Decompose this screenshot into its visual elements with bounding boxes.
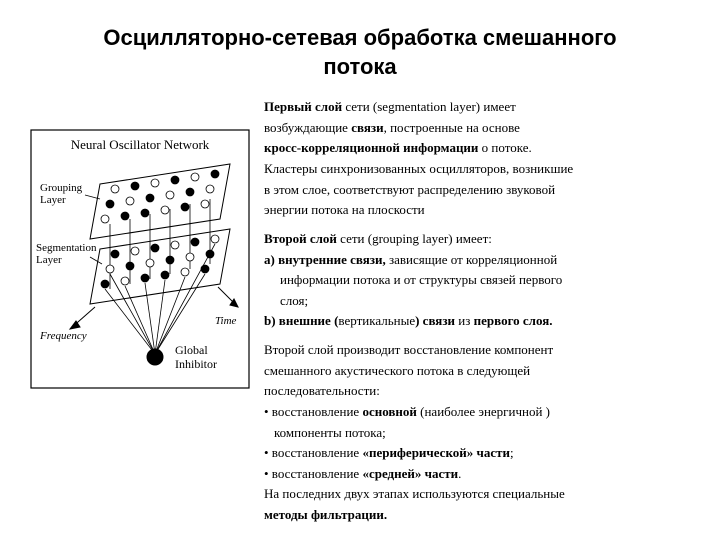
t: первого слоя. (474, 313, 553, 328)
para-20: методы фильтрации. (264, 507, 690, 524)
t: основной (362, 404, 416, 419)
figure-label-segmentation-1: Segmentation (36, 242, 97, 254)
figure-label-frequency: Frequency (39, 330, 87, 342)
t: • восстановление (264, 466, 362, 481)
para-3: кросс-корреляционной информации о потоке… (264, 140, 690, 157)
content-row: Neural Oscillator Network (30, 99, 690, 528)
t: , построенные на основе (384, 120, 520, 135)
para-7: Второй слой сети (grouping layer) имеет: (264, 231, 690, 248)
para-2: возбуждающие связи, построенные на основ… (264, 120, 690, 137)
t: методы фильтрации. (264, 507, 387, 522)
para-8: a) внутренние связи, зависящие от коррел… (264, 252, 690, 269)
para-9: информации потока и от структуры связей … (264, 272, 690, 289)
figure-label-grouping-1: Grouping (40, 182, 83, 194)
t: кросс-корреляционной информации (264, 140, 478, 155)
t: о потоке. (478, 140, 531, 155)
figure-label-grouping-2: Layer (40, 194, 66, 206)
t: a) внутренние связи, (264, 252, 386, 267)
t: ) связи (415, 313, 455, 328)
t: Первый слой (264, 99, 342, 114)
t: «средней» части (362, 466, 458, 481)
title-line-2: потока (323, 54, 396, 79)
t: сети (grouping layer) имеет: (337, 231, 492, 246)
para-12: Второй слой производит восстановление ко… (264, 342, 690, 359)
para-11: b) внешние (вертикальные) связи из перво… (264, 313, 690, 330)
t: связи (351, 120, 383, 135)
t: «периферической» части (362, 445, 510, 460)
para-16: компоненты потока; (264, 425, 690, 442)
figure-label-network: Neural Oscillator Network (71, 137, 210, 152)
para-18: • восстановление «средней» части. (264, 466, 690, 483)
text-column: Первый слой сети (segmentation layer) им… (264, 99, 690, 528)
para-19: На последних двух этапах используются сп… (264, 486, 690, 503)
para-14: последовательности: (264, 383, 690, 400)
t: (наиболее энергичной ) (417, 404, 550, 419)
para-17: • восстановление «периферической» части; (264, 445, 690, 462)
para-15: • восстановление основной (наиболее энер… (264, 404, 690, 421)
para-13: смешанного акустического потока в следую… (264, 363, 690, 380)
t: ; (510, 445, 514, 460)
t: вертикальные (338, 313, 415, 328)
t: возбуждающие (264, 120, 351, 135)
t: из (455, 313, 474, 328)
t: • восстановление (264, 445, 362, 460)
t: зависящие от корреляционной (386, 252, 557, 267)
figure-label-inhibitor-2: Inhibitor (175, 357, 217, 371)
para-10: слоя; (264, 293, 690, 310)
slide: Осцилляторно-сетевая обработка смешанног… (0, 0, 720, 540)
para-5: в этом слое, соответствуют распределению… (264, 182, 690, 199)
t: b) внешние ( (264, 313, 338, 328)
t: . (458, 466, 461, 481)
slide-title: Осцилляторно-сетевая обработка смешанног… (30, 24, 690, 81)
figure-label-segmentation-2: Layer (36, 254, 62, 266)
t: Второй слой (264, 231, 337, 246)
title-line-1: Осцилляторно-сетевая обработка смешанног… (103, 25, 616, 50)
figure-label-inhibitor-1: Global (175, 343, 208, 357)
t: сети (segmentation layer) имеет (342, 99, 516, 114)
network-diagram-svg: Neural Oscillator Network (30, 129, 250, 389)
network-figure: Neural Oscillator Network (30, 129, 250, 389)
para-6: энергии потока на плоскости (264, 202, 690, 219)
figure-label-time: Time (215, 315, 237, 327)
para-4: Кластеры синхронизованных осцилляторов, … (264, 161, 690, 178)
t: • восстановление (264, 404, 362, 419)
para-1: Первый слой сети (segmentation layer) им… (264, 99, 690, 116)
